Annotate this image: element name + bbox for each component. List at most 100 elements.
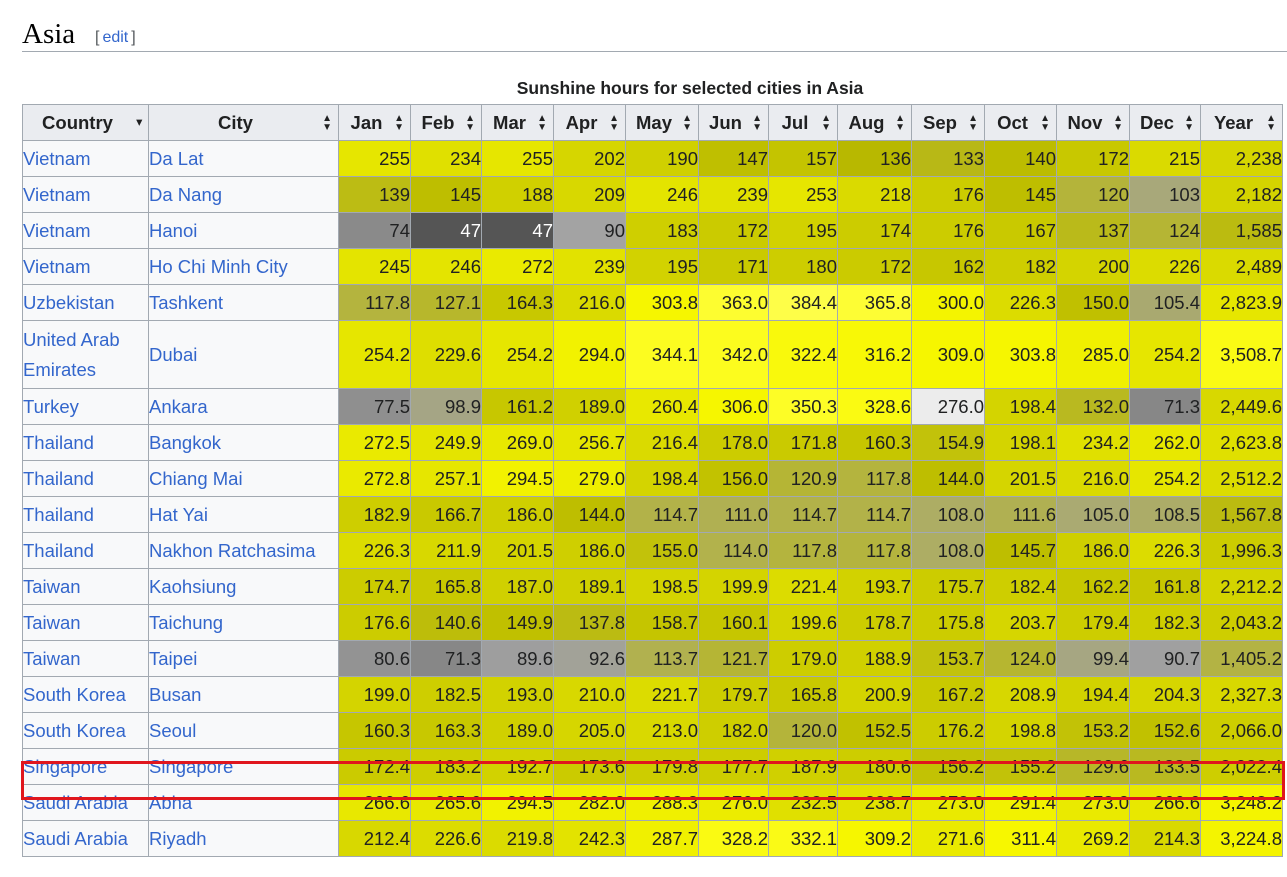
month-value-cell: 114.7 <box>625 496 699 533</box>
month-value-cell: 203.7 <box>984 604 1057 641</box>
country-link[interactable]: Thailand <box>23 539 94 561</box>
city-link[interactable]: Da Nang <box>149 183 223 205</box>
column-header-2[interactable]: Jan ▲ ▼ <box>338 104 411 141</box>
sort-icon[interactable]: ▲ ▼ <box>1184 112 1194 133</box>
month-value-cell: 167.2 <box>911 676 985 713</box>
column-header-8[interactable]: Jul ▲ ▼ <box>768 104 838 141</box>
city-link[interactable]: Seoul <box>149 719 197 741</box>
column-header-3[interactable]: Feb ▲ ▼ <box>410 104 482 141</box>
month-value-cell: 186.0 <box>1056 532 1130 569</box>
city-link[interactable]: Dubai <box>149 343 198 365</box>
month-value-cell: 147 <box>698 140 769 177</box>
month-value-cell: 172 <box>837 248 912 285</box>
country-link[interactable]: South Korea <box>23 719 126 741</box>
column-header-14[interactable]: Year ▲ ▼ <box>1200 104 1283 141</box>
city-link[interactable]: Hanoi <box>149 219 198 241</box>
country-link[interactable]: Turkey <box>23 395 79 417</box>
country-link[interactable]: Vietnam <box>23 147 91 169</box>
city-link[interactable]: Taipei <box>149 647 198 669</box>
month-value-cell: 136 <box>837 140 912 177</box>
year-total-cell: 2,066.0 <box>1200 712 1283 749</box>
month-value-cell: 180.6 <box>837 748 912 785</box>
city-link[interactable]: Nakhon Ratchasima <box>149 539 316 561</box>
month-value-cell: 133.5 <box>1129 748 1201 785</box>
city-link[interactable]: Da Lat <box>149 147 204 169</box>
month-value-cell: 316.2 <box>837 320 912 389</box>
sort-icon[interactable]: ▲ ▼ <box>895 112 905 133</box>
city-link[interactable]: Bangkok <box>149 431 221 453</box>
sort-icon[interactable]: ▲ ▼ <box>394 112 404 133</box>
month-value-cell: 234.2 <box>1056 424 1130 461</box>
country-link[interactable]: Thailand <box>23 431 94 453</box>
month-value-cell: 178.7 <box>837 604 912 641</box>
city-link[interactable]: Chiang Mai <box>149 467 243 489</box>
sort-icon[interactable]: ▲ ▼ <box>1266 112 1276 133</box>
country-link[interactable]: Saudi Arabia <box>23 827 128 849</box>
city-link[interactable]: Tashkent <box>149 291 224 313</box>
column-header-11[interactable]: Oct ▲ ▼ <box>984 104 1057 141</box>
city-link[interactable]: Riyadh <box>149 827 207 849</box>
year-total-cell: 1,996.3 <box>1200 532 1283 569</box>
country-link[interactable]: Thailand <box>23 503 94 525</box>
column-header-12[interactable]: Nov ▲ ▼ <box>1056 104 1130 141</box>
sort-icon[interactable]: ▲ ▼ <box>322 112 332 133</box>
country-link[interactable]: Saudi Arabia <box>23 791 128 813</box>
country-link[interactable]: Vietnam <box>23 255 91 277</box>
country-link[interactable]: Taiwan <box>23 575 81 597</box>
sort-icon[interactable]: ▲ ▼ <box>537 112 547 133</box>
month-value-cell: 111.0 <box>698 496 769 533</box>
country-link[interactable]: Singapore <box>23 755 108 777</box>
column-header-7[interactable]: Jun ▲ ▼ <box>698 104 769 141</box>
column-header-0[interactable]: Country ▾ <box>22 104 149 141</box>
month-value-cell: 218 <box>837 176 912 213</box>
sort-icon[interactable]: ▲ ▼ <box>1113 112 1123 133</box>
month-value-cell: 117.8 <box>837 532 912 569</box>
month-value-cell: 365.8 <box>837 284 912 321</box>
country-link[interactable]: South Korea <box>23 683 126 705</box>
city-cell: Hat Yai <box>148 496 339 533</box>
country-link[interactable]: Uzbekistan <box>23 291 115 313</box>
sort-icon[interactable]: ▲ ▼ <box>752 112 762 133</box>
city-link[interactable]: Abha <box>149 791 193 813</box>
column-header-9[interactable]: Aug ▲ ▼ <box>837 104 912 141</box>
month-value-cell: 215 <box>1129 140 1201 177</box>
country-cell: Saudi Arabia <box>22 820 149 857</box>
city-link[interactable]: Taichung <box>149 611 224 633</box>
column-header-6[interactable]: May ▲ ▼ <box>625 104 699 141</box>
month-value-cell: 303.8 <box>625 284 699 321</box>
sort-descending-icon[interactable]: ▾ <box>136 116 142 128</box>
month-value-cell: 177.7 <box>698 748 769 785</box>
month-value-cell: 198.1 <box>984 424 1057 461</box>
sort-icon[interactable]: ▲ ▼ <box>1040 112 1050 133</box>
city-link[interactable]: Ho Chi Minh City <box>149 255 288 277</box>
country-link[interactable]: Thailand <box>23 467 94 489</box>
sort-icon[interactable]: ▲ ▼ <box>609 112 619 133</box>
month-value-cell: 121.7 <box>698 640 769 677</box>
city-link[interactable]: Hat Yai <box>149 503 208 525</box>
column-header-4[interactable]: Mar ▲ ▼ <box>481 104 554 141</box>
column-header-5[interactable]: Apr ▲ ▼ <box>553 104 626 141</box>
country-link[interactable]: United Arab Emirates <box>23 328 120 380</box>
city-link[interactable]: Busan <box>149 683 202 705</box>
month-value-cell: 183.2 <box>410 748 482 785</box>
city-link[interactable]: Kaohsiung <box>149 575 237 597</box>
country-link[interactable]: Taiwan <box>23 647 81 669</box>
table-row: United Arab Emirates Dubai 254.2 229.6 254.2… <box>22 320 1283 389</box>
edit-link[interactable]: edit <box>102 29 129 46</box>
column-header-13[interactable]: Dec ▲ ▼ <box>1129 104 1201 141</box>
sort-icon[interactable]: ▲ ▼ <box>821 112 831 133</box>
country-link[interactable]: Vietnam <box>23 219 91 241</box>
city-link[interactable]: Ankara <box>149 395 208 417</box>
sort-icon[interactable]: ▲ ▼ <box>682 112 692 133</box>
sort-icon[interactable]: ▲ ▼ <box>465 112 475 133</box>
column-header-10[interactable]: Sep ▲ ▼ <box>911 104 985 141</box>
sort-icon[interactable]: ▲ ▼ <box>968 112 978 133</box>
month-value-cell: 179.8 <box>625 748 699 785</box>
column-header-1[interactable]: City ▲ ▼ <box>148 104 339 141</box>
city-link[interactable]: Singapore <box>149 755 234 777</box>
country-link[interactable]: Vietnam <box>23 183 91 205</box>
month-value-cell: 176 <box>911 212 985 249</box>
country-link[interactable]: Taiwan <box>23 611 81 633</box>
month-value-cell: 120.0 <box>768 712 838 749</box>
month-value-cell: 92.6 <box>553 640 626 677</box>
